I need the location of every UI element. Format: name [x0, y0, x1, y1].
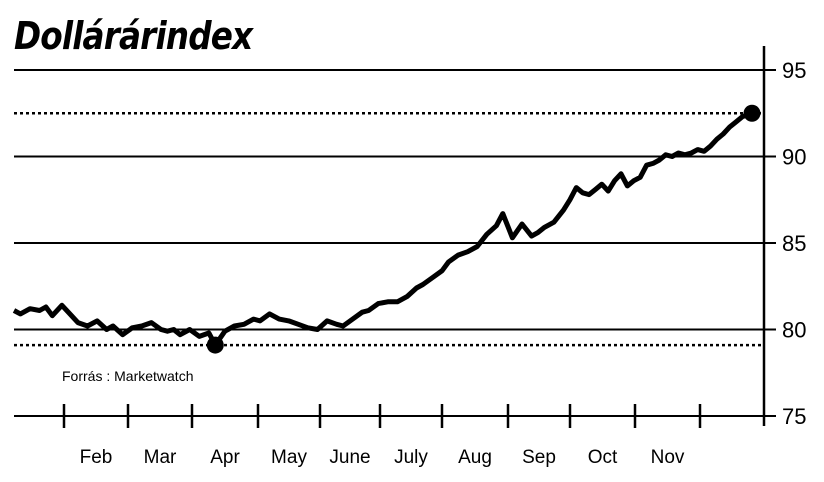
x-tick-label: Oct	[588, 447, 618, 468]
series-line	[12, 110, 753, 348]
y-tick-label: 75	[782, 404, 806, 429]
x-tick-label: July	[394, 447, 428, 468]
x-tick-label: Aug	[458, 447, 492, 468]
y-tick-label: 95	[782, 58, 806, 83]
y-tick-label: 85	[782, 231, 806, 256]
x-tick-label: Sep	[522, 447, 556, 468]
x-tick-label: Mar	[144, 447, 177, 468]
x-tick-label: June	[329, 447, 370, 468]
source-note: Forrás : Marketwatch	[62, 368, 194, 384]
chart-title: Dollárárindex	[14, 14, 253, 58]
x-tick-label: Nov	[651, 447, 685, 468]
data-point-marker	[743, 104, 761, 122]
x-tick-label: Apr	[210, 447, 240, 468]
y-tick-label: 80	[782, 318, 806, 343]
data-point-marker	[206, 336, 224, 354]
x-tick-label: Feb	[80, 447, 113, 468]
y-tick-label: 90	[782, 145, 806, 170]
x-tick-label: May	[271, 447, 307, 468]
